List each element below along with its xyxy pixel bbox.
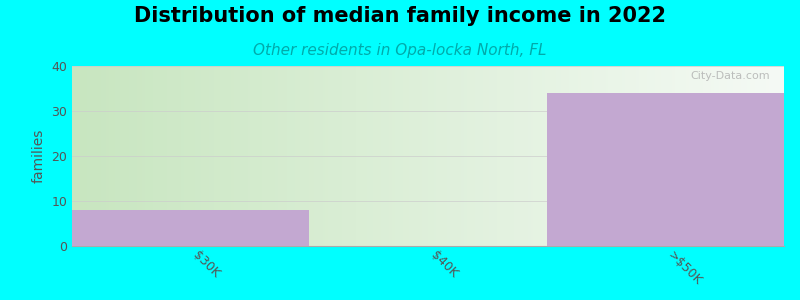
Bar bbox=[546, 93, 784, 246]
Text: Distribution of median family income in 2022: Distribution of median family income in … bbox=[134, 6, 666, 26]
Text: Other residents in Opa-locka North, FL: Other residents in Opa-locka North, FL bbox=[254, 44, 546, 59]
Bar bbox=[72, 210, 310, 246]
Text: City-Data.com: City-Data.com bbox=[690, 71, 770, 81]
Y-axis label: families: families bbox=[32, 129, 46, 183]
